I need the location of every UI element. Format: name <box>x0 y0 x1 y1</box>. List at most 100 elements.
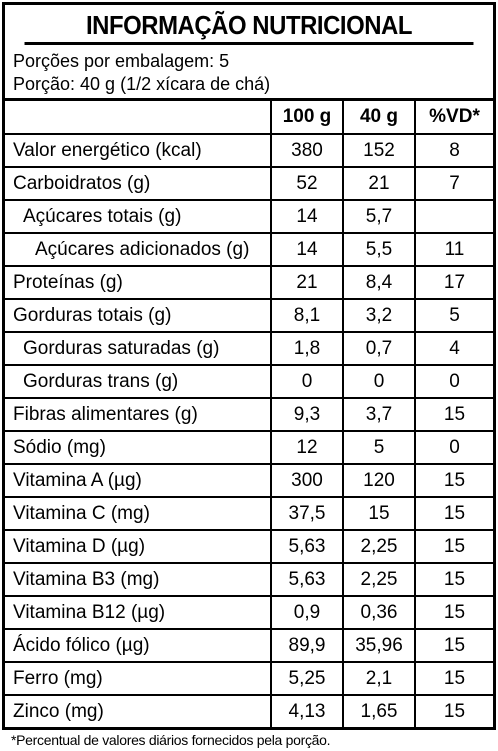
value-per-100g: 0,9 <box>270 595 343 629</box>
value-per-100g: 37,5 <box>270 496 343 530</box>
value-per-100g: 52 <box>270 166 343 200</box>
nutrient-name: Valor energético (kcal) <box>5 133 271 167</box>
table-row: Açúcares adicionados (g) 14 5,5 11 <box>5 232 493 266</box>
value-per-100g: 12 <box>270 430 343 464</box>
value-per-100g: 380 <box>270 133 343 167</box>
nutrient-name: Proteínas (g) <box>5 265 271 299</box>
value-per-100g: 89,9 <box>270 628 343 662</box>
table-row: Sódio (mg) 12 5 0 <box>5 430 493 464</box>
value-per-100g: 0 <box>270 364 343 398</box>
value-per-portion: 8,4 <box>342 265 415 299</box>
value-per-100g: 5,63 <box>270 562 343 596</box>
nutrient-name: Gorduras totais (g) <box>5 298 271 332</box>
value-per-portion: 35,96 <box>342 628 415 662</box>
value-per-100g: 14 <box>270 232 343 266</box>
value-daily: 8 <box>414 133 493 167</box>
value-per-portion: 5,7 <box>342 199 415 233</box>
nutrient-name: Vitamina A (µg) <box>5 463 271 497</box>
value-per-portion: 120 <box>342 463 415 497</box>
value-daily: 11 <box>414 232 493 266</box>
value-per-100g: 5,63 <box>270 529 343 563</box>
nutrient-name: Ácido fólico (µg) <box>5 628 271 662</box>
nutrition-table: 100 g 40 g %VD* Valor energético (kcal) … <box>5 101 493 727</box>
value-per-portion: 0,7 <box>342 331 415 365</box>
nutrient-name: Sódio (mg) <box>5 430 271 464</box>
value-per-portion: 5,5 <box>342 232 415 266</box>
value-per-portion: 0,36 <box>342 595 415 629</box>
value-per-100g: 5,25 <box>270 661 343 695</box>
table-row: Gorduras saturadas (g) 1,8 0,7 4 <box>5 331 493 365</box>
value-daily: 15 <box>414 529 493 563</box>
value-per-100g: 21 <box>270 265 343 299</box>
nutrient-name: Vitamina B12 (µg) <box>5 595 271 629</box>
nutrient-name: Zinco (mg) <box>5 694 271 727</box>
table-row: Gorduras totais (g) 8,1 3,2 5 <box>5 298 493 332</box>
value-per-portion: 152 <box>342 133 415 167</box>
value-per-portion: 5 <box>342 430 415 464</box>
nutrient-name: Carboidratos (g) <box>5 166 271 200</box>
table-row: Vitamina A (µg) 300 120 15 <box>5 463 493 497</box>
servings-per-package: Porções por embalagem: 5 <box>13 51 230 71</box>
serving-info: Porções por embalagem: 5 Porção: 40 g (1… <box>5 45 493 101</box>
value-per-100g: 1,8 <box>270 331 343 365</box>
nutrient-name: Gorduras trans (g) <box>5 364 271 398</box>
value-daily: 17 <box>414 265 493 299</box>
table-header-row: 100 g 40 g %VD* <box>5 101 493 134</box>
footnote: *Percentual de valores diários fornecido… <box>5 727 493 751</box>
table-row: Ferro (mg) 5,25 2,1 15 <box>5 661 493 695</box>
table-row: Açúcares totais (g) 14 5,7 <box>5 199 493 233</box>
header-per-100g: 100 g <box>270 101 343 134</box>
table-row: Valor energético (kcal) 380 152 8 <box>5 133 493 167</box>
nutrient-name: Vitamina B3 (mg) <box>5 562 271 596</box>
value-daily: 0 <box>414 364 493 398</box>
nutrient-name: Ferro (mg) <box>5 661 271 695</box>
value-daily <box>414 199 493 233</box>
table-row: Vitamina C (mg) 37,5 15 15 <box>5 496 493 530</box>
value-per-100g: 300 <box>270 463 343 497</box>
nutrient-name: Açúcares totais (g) <box>5 199 271 233</box>
header-per-portion: 40 g <box>342 101 415 134</box>
nutrient-name: Fibras alimentares (g) <box>5 397 271 431</box>
table-row: Vitamina B12 (µg) 0,9 0,36 15 <box>5 595 493 629</box>
table-row: Vitamina D (µg) 5,63 2,25 15 <box>5 529 493 563</box>
value-daily: 4 <box>414 331 493 365</box>
header-daily-value: %VD* <box>414 101 493 134</box>
value-daily: 5 <box>414 298 493 332</box>
value-per-portion: 21 <box>342 166 415 200</box>
value-daily: 15 <box>414 496 493 530</box>
value-per-portion: 1,65 <box>342 694 415 727</box>
table-row: Carboidratos (g) 52 21 7 <box>5 166 493 200</box>
nutrient-name: Vitamina D (µg) <box>5 529 271 563</box>
value-per-portion: 15 <box>342 496 415 530</box>
table-row: Vitamina B3 (mg) 5,63 2,25 15 <box>5 562 493 596</box>
value-daily: 15 <box>414 463 493 497</box>
value-daily: 15 <box>414 595 493 629</box>
label-title: INFORMAÇÃO NUTRICIONAL <box>24 5 474 45</box>
value-daily: 15 <box>414 628 493 662</box>
value-daily: 15 <box>414 661 493 695</box>
value-daily: 7 <box>414 166 493 200</box>
table-row: Proteínas (g) 21 8,4 17 <box>5 265 493 299</box>
value-daily: 15 <box>414 562 493 596</box>
value-per-portion: 2,1 <box>342 661 415 695</box>
value-per-100g: 14 <box>270 199 343 233</box>
value-daily: 0 <box>414 430 493 464</box>
value-per-portion: 2,25 <box>342 562 415 596</box>
table-row: Fibras alimentares (g) 9,3 3,7 15 <box>5 397 493 431</box>
table-row: Zinco (mg) 4,13 1,65 15 <box>5 694 493 727</box>
nutrient-name: Açúcares adicionados (g) <box>5 232 271 266</box>
value-per-portion: 3,7 <box>342 397 415 431</box>
serving-size: Porção: 40 g (1/2 xícara de chá) <box>13 74 271 94</box>
value-per-100g: 8,1 <box>270 298 343 332</box>
nutrient-name: Gorduras saturadas (g) <box>5 331 271 365</box>
table-row: Gorduras trans (g) 0 0 0 <box>5 364 493 398</box>
table-row: Ácido fólico (µg) 89,9 35,96 15 <box>5 628 493 662</box>
value-daily: 15 <box>414 397 493 431</box>
nutrient-name: Vitamina C (mg) <box>5 496 271 530</box>
value-per-portion: 0 <box>342 364 415 398</box>
value-daily: 15 <box>414 694 493 727</box>
value-per-portion: 2,25 <box>342 529 415 563</box>
header-nutrient <box>5 101 271 134</box>
value-per-100g: 9,3 <box>270 397 343 431</box>
